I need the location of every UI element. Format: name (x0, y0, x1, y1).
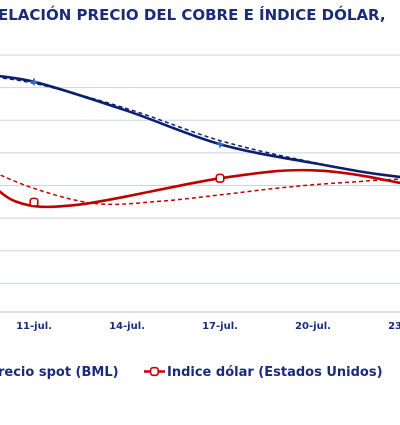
x-tick-label: 17-jul. (202, 321, 238, 332)
chart-title: ELACIÓN PRECIO DEL COBRE E ÍNDICE DÓLAR, (0, 5, 386, 24)
series-1-trend-line (0, 77, 400, 179)
series-2-line (0, 168, 400, 209)
series-2 (0, 168, 400, 209)
x-tick-label: 14-jul. (109, 321, 145, 332)
series-1-line (0, 74, 400, 179)
series-1-point (30, 78, 38, 86)
legend-marker-2 (149, 366, 160, 377)
x-tick-label: 11-jul. (16, 321, 52, 332)
legend: recio spot (BML) Indice dólar (Estados Un… (0, 365, 383, 380)
legend-item-2: Indice dólar (Estados Unidos) (144, 365, 383, 380)
grid (0, 54, 400, 313)
series-1-point (216, 140, 224, 148)
x-tick-label: 20-jul. (295, 321, 331, 332)
plot-area (0, 74, 400, 209)
x-tick-label: 23-jul. (388, 321, 400, 332)
series-1 (0, 74, 400, 179)
series-2-point (29, 197, 39, 207)
legend-label-1: recio spot (BML) (0, 365, 119, 380)
legend-item-1: recio spot (BML) (0, 365, 119, 380)
series-2-trend-line (0, 174, 400, 206)
legend-label-2: Indice dólar (Estados Unidos) (167, 365, 383, 380)
x-axis-ticks: 11-jul.14-jul.17-jul.20-jul.23-jul.26-ju… (16, 321, 400, 332)
series-2-point (215, 173, 225, 183)
